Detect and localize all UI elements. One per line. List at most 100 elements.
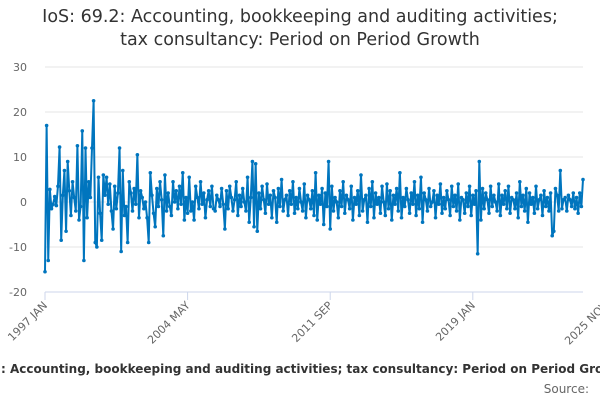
data-point[interactable] bbox=[440, 211, 444, 216]
data-point[interactable] bbox=[555, 193, 559, 198]
data-point[interactable] bbox=[261, 197, 266, 202]
data-point[interactable] bbox=[51, 202, 55, 207]
data-point[interactable] bbox=[91, 98, 96, 103]
data-point[interactable] bbox=[498, 213, 503, 218]
data-point[interactable] bbox=[161, 233, 166, 238]
data-point[interactable] bbox=[308, 206, 313, 211]
data-point[interactable] bbox=[72, 195, 76, 200]
data-point[interactable] bbox=[120, 168, 125, 173]
data-point[interactable] bbox=[202, 191, 206, 195]
data-point[interactable] bbox=[49, 206, 54, 211]
data-point[interactable] bbox=[568, 197, 572, 202]
data-point[interactable] bbox=[351, 218, 355, 222]
data-point[interactable] bbox=[143, 200, 148, 204]
data-point[interactable] bbox=[373, 191, 378, 195]
data-point[interactable] bbox=[519, 204, 524, 209]
data-point[interactable] bbox=[521, 193, 525, 198]
data-point[interactable] bbox=[48, 187, 52, 192]
data-point[interactable] bbox=[391, 193, 396, 198]
data-point[interactable] bbox=[539, 193, 543, 198]
data-point[interactable] bbox=[511, 197, 516, 202]
data-point[interactable] bbox=[214, 193, 219, 198]
data-point[interactable] bbox=[560, 206, 564, 211]
data-point[interactable] bbox=[292, 211, 297, 216]
data-point[interactable] bbox=[399, 215, 404, 220]
data-point[interactable] bbox=[534, 184, 538, 189]
data-point[interactable] bbox=[330, 184, 334, 189]
data-point[interactable] bbox=[526, 220, 530, 225]
data-point[interactable] bbox=[224, 188, 229, 193]
data-point[interactable] bbox=[258, 206, 263, 211]
data-point[interactable] bbox=[433, 215, 438, 220]
data-point[interactable] bbox=[218, 204, 222, 209]
data-point[interactable] bbox=[116, 191, 120, 195]
data-point[interactable] bbox=[456, 182, 461, 186]
data-point[interactable] bbox=[381, 200, 386, 204]
data-point[interactable] bbox=[130, 209, 135, 213]
data-point[interactable] bbox=[532, 211, 537, 216]
data-point[interactable] bbox=[88, 195, 93, 200]
data-point[interactable] bbox=[185, 211, 190, 216]
data-point[interactable] bbox=[145, 215, 149, 220]
data-point[interactable] bbox=[443, 206, 448, 211]
data-point[interactable] bbox=[576, 211, 580, 216]
data-point[interactable] bbox=[69, 213, 73, 218]
data-point[interactable] bbox=[297, 186, 302, 191]
data-point[interactable] bbox=[296, 206, 300, 211]
data-point[interactable] bbox=[354, 202, 358, 207]
data-point[interactable] bbox=[86, 179, 91, 184]
data-point[interactable] bbox=[503, 188, 508, 193]
data-point[interactable] bbox=[164, 209, 169, 213]
data-point[interactable] bbox=[83, 146, 88, 150]
data-point[interactable] bbox=[344, 193, 349, 198]
data-point[interactable] bbox=[448, 213, 452, 218]
data-point[interactable] bbox=[347, 206, 352, 211]
data-point[interactable] bbox=[326, 159, 331, 164]
data-point[interactable] bbox=[349, 184, 354, 189]
data-point[interactable] bbox=[372, 215, 376, 220]
data-point[interactable] bbox=[367, 186, 371, 191]
data-point[interactable] bbox=[464, 191, 469, 195]
data-point[interactable] bbox=[436, 202, 441, 207]
data-point[interactable] bbox=[514, 191, 519, 195]
data-point[interactable] bbox=[493, 200, 498, 204]
data-point[interactable] bbox=[451, 204, 456, 209]
data-point[interactable] bbox=[467, 184, 472, 189]
data-point[interactable] bbox=[558, 168, 563, 173]
data-point[interactable] bbox=[529, 202, 533, 207]
data-point[interactable] bbox=[550, 233, 555, 238]
data-point[interactable] bbox=[420, 220, 425, 225]
data-point[interactable] bbox=[174, 188, 179, 193]
data-point[interactable] bbox=[530, 195, 535, 200]
data-point[interactable] bbox=[548, 191, 553, 195]
data-point[interactable] bbox=[411, 202, 415, 207]
data-point[interactable] bbox=[461, 197, 465, 202]
data-point[interactable] bbox=[552, 229, 556, 234]
data-point[interactable] bbox=[294, 195, 298, 200]
data-point[interactable] bbox=[129, 191, 133, 195]
data-point[interactable] bbox=[75, 143, 80, 148]
data-point[interactable] bbox=[229, 195, 234, 200]
data-point[interactable] bbox=[200, 202, 204, 207]
data-point[interactable] bbox=[54, 203, 59, 208]
data-point[interactable] bbox=[407, 211, 412, 216]
data-point[interactable] bbox=[469, 213, 473, 218]
data-point[interactable] bbox=[441, 195, 446, 200]
data-point[interactable] bbox=[99, 238, 104, 243]
data-point[interactable] bbox=[542, 188, 546, 193]
data-point[interactable] bbox=[257, 191, 261, 195]
data-point[interactable] bbox=[477, 159, 482, 164]
data-point[interactable] bbox=[236, 213, 240, 218]
data-point[interactable] bbox=[166, 191, 170, 195]
data-point[interactable] bbox=[362, 197, 367, 202]
data-point[interactable] bbox=[581, 177, 585, 182]
data-point[interactable] bbox=[270, 215, 274, 220]
data-point[interactable] bbox=[355, 188, 360, 193]
data-point[interactable] bbox=[359, 173, 363, 177]
data-point[interactable] bbox=[428, 204, 433, 209]
data-point[interactable] bbox=[577, 191, 582, 195]
data-point[interactable] bbox=[388, 188, 392, 193]
data-point[interactable] bbox=[566, 193, 571, 198]
data-point[interactable] bbox=[187, 175, 192, 180]
data-point[interactable] bbox=[205, 197, 209, 202]
